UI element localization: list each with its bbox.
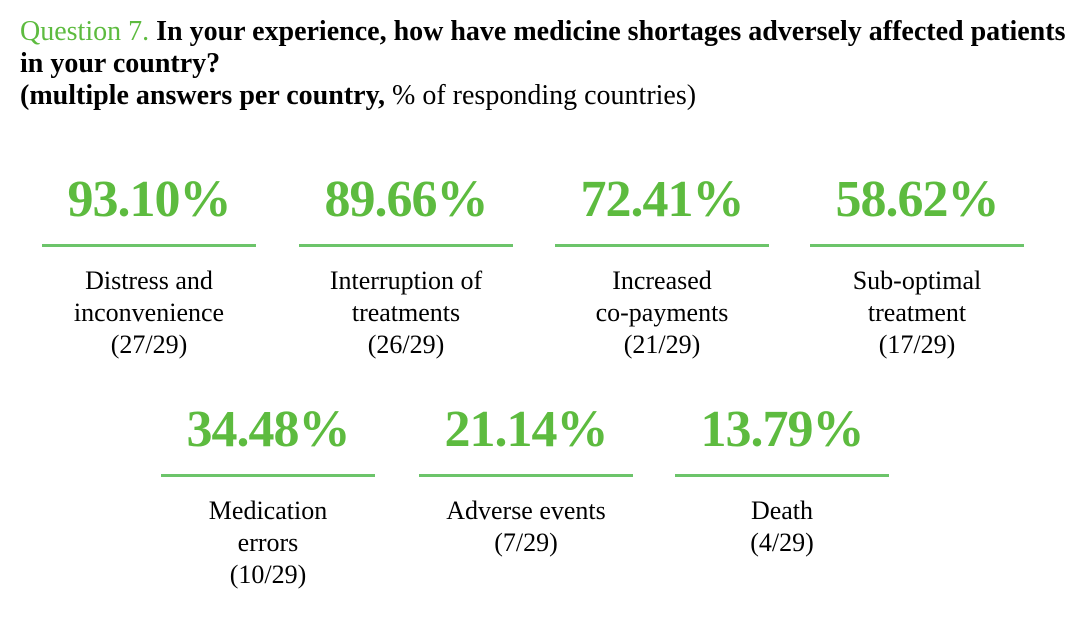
- stat-label-line: Distress and: [85, 266, 213, 295]
- stat-count: (21/29): [623, 330, 701, 359]
- question-label: Question 7.: [20, 16, 150, 47]
- stat-label-line: Adverse events: [446, 496, 606, 525]
- stat-percent: 89.66%: [324, 171, 489, 228]
- stat-label-line: Interruption of: [329, 266, 483, 295]
- stat-card: 93.10% Distress and inconvenience (27/29): [42, 170, 256, 361]
- stat-count: (7/29): [494, 528, 558, 557]
- subtitle-normal: % of responding countries): [392, 80, 697, 111]
- stat-card: 89.66% Interruption of treatments (26/29): [299, 170, 513, 361]
- stat-card: 72.41% Increased co-payments (21/29): [555, 170, 769, 361]
- stat-label: Medication errors (10/29): [161, 495, 375, 591]
- stat-label: Interruption of treatments (26/29): [299, 265, 513, 361]
- stat-count: (17/29): [878, 330, 956, 359]
- stat-percent: 21.14%: [444, 401, 609, 458]
- stat-label-line: Medication: [208, 496, 328, 525]
- stat-divider: [161, 474, 375, 477]
- stat-label-line: treatments: [351, 298, 461, 327]
- stat-percent: 34.48%: [186, 401, 351, 458]
- stat-percent: 58.62%: [835, 171, 1000, 228]
- chart-title: Question 7. In your experience, how have…: [20, 16, 1080, 112]
- stat-divider: [810, 244, 1024, 247]
- stat-label-line: treatment: [867, 298, 967, 327]
- stat-label-line: errors: [237, 528, 299, 557]
- stat-count: (10/29): [229, 560, 307, 589]
- stat-label: Death (4/29): [675, 495, 889, 559]
- stat-count: (27/29): [110, 330, 188, 359]
- stat-label-line: Sub-optimal: [852, 266, 982, 295]
- stat-label: Distress and inconvenience (27/29): [42, 265, 256, 361]
- stat-divider: [555, 244, 769, 247]
- stat-label: Increased co-payments (21/29): [555, 265, 769, 361]
- stat-card: 13.79% Death (4/29): [675, 400, 889, 559]
- stat-divider: [299, 244, 513, 247]
- stat-label-line: inconvenience: [73, 298, 225, 327]
- stat-percent: 93.10%: [67, 171, 232, 228]
- stat-divider: [419, 474, 633, 477]
- stat-card: 34.48% Medication errors (10/29): [161, 400, 375, 591]
- stat-label: Sub-optimal treatment (17/29): [810, 265, 1024, 361]
- stat-label-line: co-payments: [595, 298, 729, 327]
- stat-divider: [42, 244, 256, 247]
- question-text: In your experience, how have medicine sh…: [20, 16, 1066, 79]
- stat-card: 21.14% Adverse events (7/29): [419, 400, 633, 559]
- stat-count: (26/29): [367, 330, 445, 359]
- stat-label-line: Death: [750, 496, 814, 525]
- stat-count: (4/29): [750, 528, 814, 557]
- stat-label: Adverse events (7/29): [419, 495, 633, 559]
- subtitle-bold: (multiple answers per country,: [20, 80, 386, 111]
- stat-divider: [675, 474, 889, 477]
- stat-label-line: Increased: [612, 266, 712, 295]
- stat-card: 58.62% Sub-optimal treatment (17/29): [810, 170, 1024, 361]
- stat-percent: 13.79%: [700, 401, 865, 458]
- stat-percent: 72.41%: [580, 171, 745, 228]
